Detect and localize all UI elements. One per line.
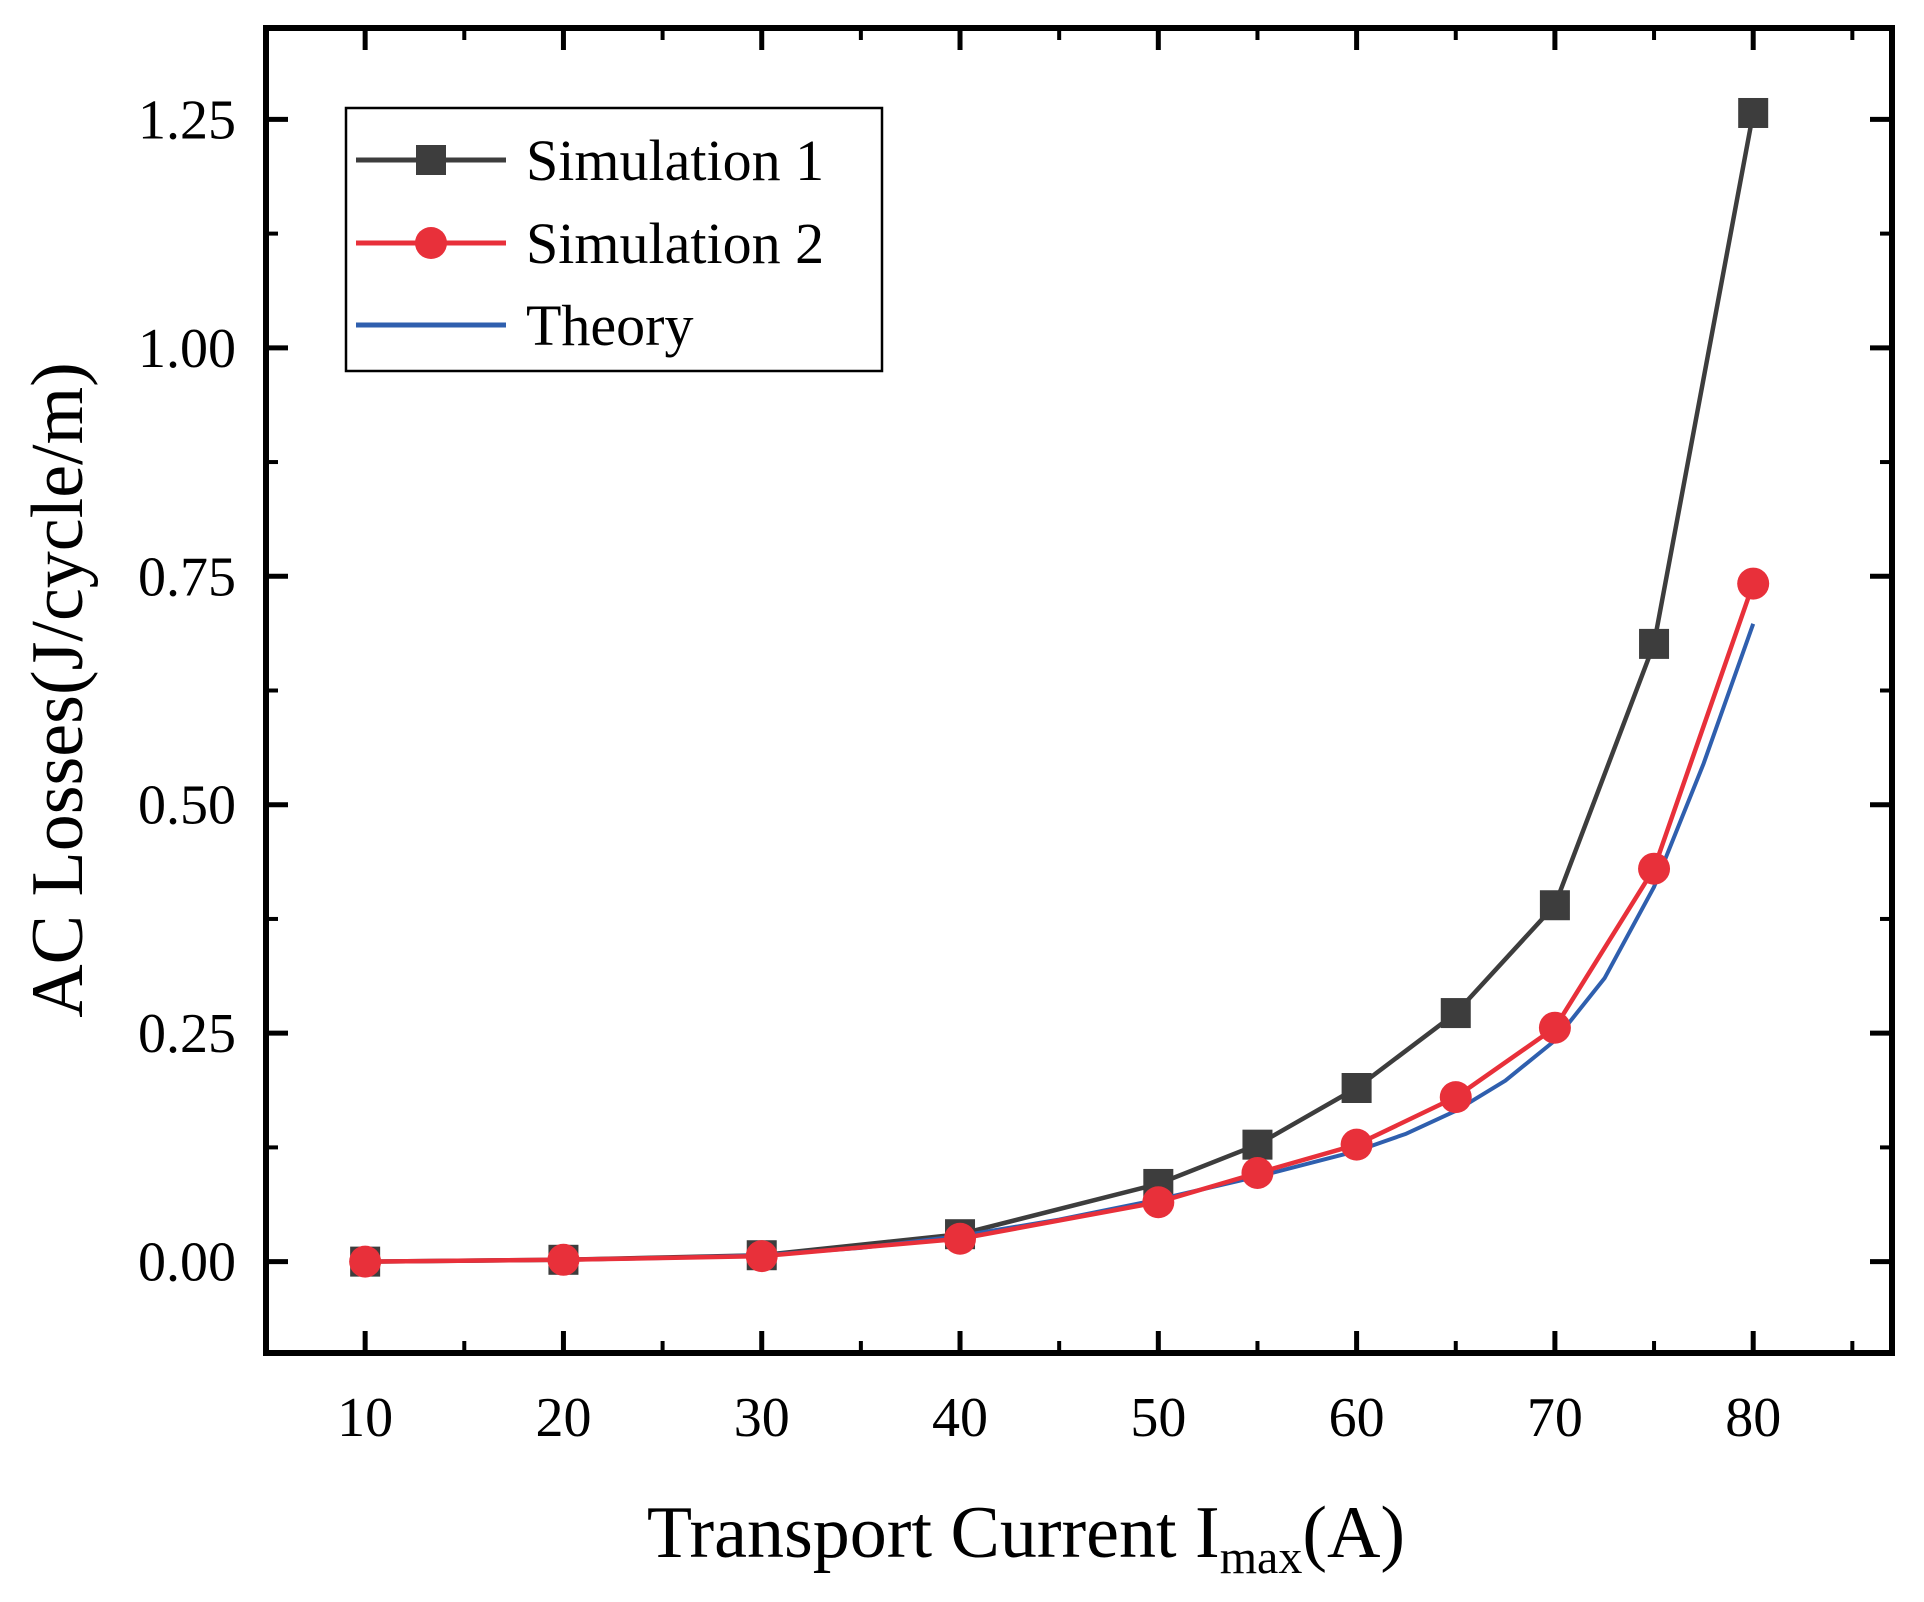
data-point-simulation-2: [1340, 1128, 1373, 1161]
x-axis-label-subscript: max: [1220, 1531, 1303, 1584]
x-tick-label: 30: [734, 1387, 790, 1449]
data-point-simulation-2: [1439, 1081, 1472, 1114]
data-point-simulation-1: [1341, 1073, 1372, 1103]
data-point-simulation-2: [1142, 1186, 1175, 1219]
legend-label-theory: Theory: [526, 293, 694, 358]
legend-label-simulation-1: Simulation 1: [526, 128, 824, 193]
legend-item-simulation-1: Simulation 1: [356, 128, 824, 193]
y-tick-label: 0.00: [138, 1232, 236, 1294]
y-tick-label: 1.25: [138, 89, 236, 151]
data-point-simulation-1: [1539, 890, 1570, 921]
legend-item-theory: Theory: [356, 293, 694, 358]
data-point-simulation-2: [1538, 1011, 1571, 1044]
series-simulation-2: [349, 567, 1770, 1278]
data-point-simulation-2: [349, 1245, 382, 1278]
x-axis-label-main: Transport Current I: [647, 1492, 1220, 1574]
legend-marker-square: [416, 145, 446, 175]
series-line-theory: [365, 623, 1756, 1264]
x-tick-label: 40: [932, 1387, 988, 1449]
data-point-simulation-1: [1440, 998, 1471, 1029]
data-point-simulation-1: [1639, 628, 1670, 659]
x-axis-label: Transport Current Imax(A): [647, 1492, 1405, 1584]
plot-frame: [263, 25, 1895, 1356]
data-point-simulation-2: [745, 1240, 778, 1273]
series-line-simulation-2: [365, 582, 1756, 1264]
axis-ticks-group: [264, 28, 1892, 1353]
y-tick-label: 0.50: [138, 775, 236, 837]
data-point-simulation-2: [547, 1243, 580, 1276]
legend-label-simulation-2: Simulation 2: [526, 211, 824, 276]
series-theory: [365, 623, 1756, 1264]
legend: Simulation 1 Simulation 2 Theory: [344, 106, 884, 373]
tick-labels-group: 10 20 30 40 50 60 70 80 0.00 0.25 0.50 0.75 1.00 1.25: [138, 89, 1781, 1449]
legend-marker-circle: [415, 227, 447, 259]
series-group: [349, 97, 1770, 1278]
data-point-simulation-2: [1737, 567, 1770, 600]
data-point-simulation-1: [1738, 97, 1769, 128]
x-axis-label-suffix: (A): [1302, 1492, 1405, 1574]
y-axis-label: AC Losses(J/cycle/m): [17, 362, 99, 1018]
data-point-simulation-1: [1242, 1129, 1273, 1160]
x-tick-label: 20: [535, 1387, 591, 1449]
y-tick-label: 0.25: [138, 1003, 236, 1065]
x-tick-label: 50: [1130, 1387, 1186, 1449]
x-tick-label: 10: [337, 1387, 393, 1449]
x-tick-label: 80: [1725, 1387, 1781, 1449]
x-tick-label: 70: [1527, 1387, 1583, 1449]
legend-item-simulation-2: Simulation 2: [356, 211, 824, 276]
y-tick-label: 1.00: [138, 318, 236, 380]
data-point-simulation-2: [944, 1222, 977, 1255]
data-point-simulation-2: [1638, 852, 1671, 885]
data-point-simulation-2: [1241, 1156, 1274, 1189]
x-tick-label: 60: [1329, 1387, 1385, 1449]
y-tick-label: 0.75: [138, 546, 236, 608]
